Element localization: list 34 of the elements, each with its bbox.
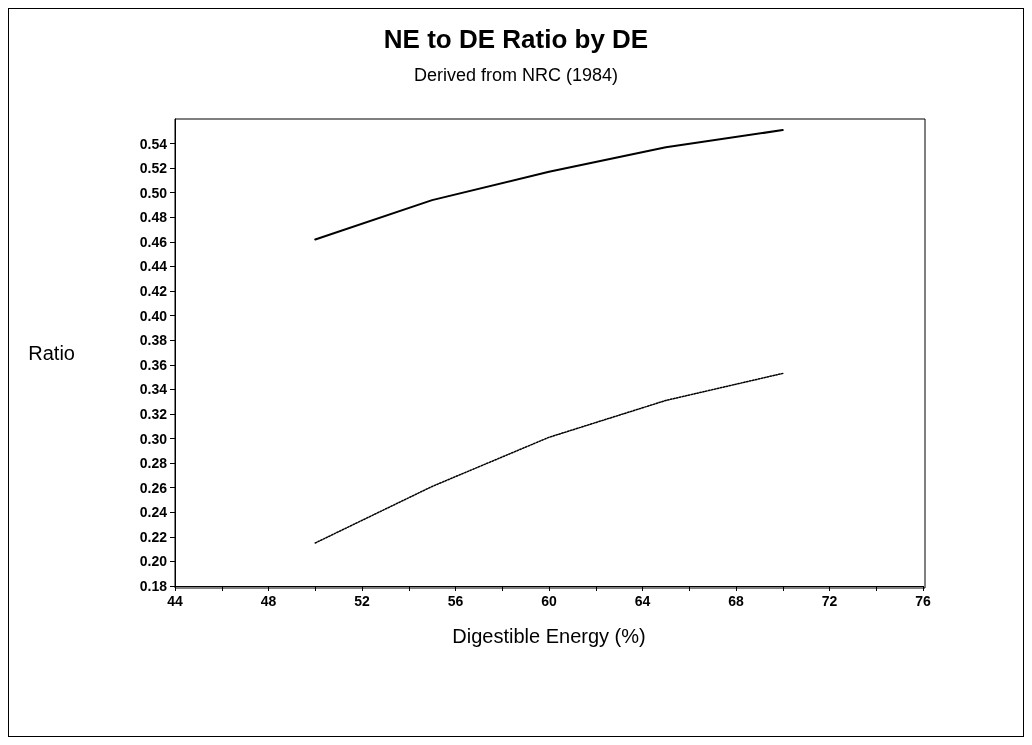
- x-tick-label: 68: [728, 593, 744, 609]
- chart-subtitle: Derived from NRC (1984): [413, 65, 619, 85]
- y-tick-label: 0.54: [139, 135, 168, 152]
- line-series: [314, 129, 784, 241]
- y-tick-label: 0.30: [139, 430, 168, 447]
- y-tick-label: 0.26: [139, 479, 168, 496]
- line-series: [314, 372, 784, 544]
- x-axis-title: Digestible Energy (%): [452, 625, 646, 647]
- x-tick-label: 72: [821, 593, 838, 609]
- y-tick-label: 0.24: [139, 504, 168, 521]
- y-tick-label: 0.46: [139, 233, 168, 250]
- y-tick-label: 0.38: [139, 332, 168, 349]
- y-axis-title: Ratio: [28, 341, 75, 364]
- x-tick-label: 64: [634, 593, 651, 609]
- y-tick-label: 0.28: [139, 455, 168, 472]
- y-tick-label: 0.20: [139, 553, 168, 570]
- y-tick-label: 0.40: [139, 307, 168, 324]
- x-tick-label: 44: [167, 593, 183, 609]
- x-tick-label: 48: [260, 593, 277, 609]
- y-tick-label: 0.52: [139, 160, 168, 177]
- y-tick-label: 0.32: [139, 405, 168, 422]
- x-tick-label: 56: [447, 593, 464, 609]
- y-tick-label: 0.36: [139, 356, 168, 373]
- chart-title: NE to DE Ratio by DE: [383, 24, 649, 54]
- x-tick-label: 60: [541, 593, 557, 609]
- y-tick-label: 0.50: [139, 184, 168, 201]
- y-tick-label: 0.42: [139, 283, 168, 300]
- y-tick-label: 0.44: [139, 258, 168, 275]
- y-tick-label: 0.22: [139, 528, 168, 545]
- y-tick-label: 0.48: [139, 209, 168, 226]
- x-tick-label: 76: [915, 593, 931, 609]
- y-tick-label: 0.18: [139, 578, 168, 594]
- x-tick-label: 52: [354, 593, 370, 609]
- y-tick-label: 0.34: [139, 381, 168, 398]
